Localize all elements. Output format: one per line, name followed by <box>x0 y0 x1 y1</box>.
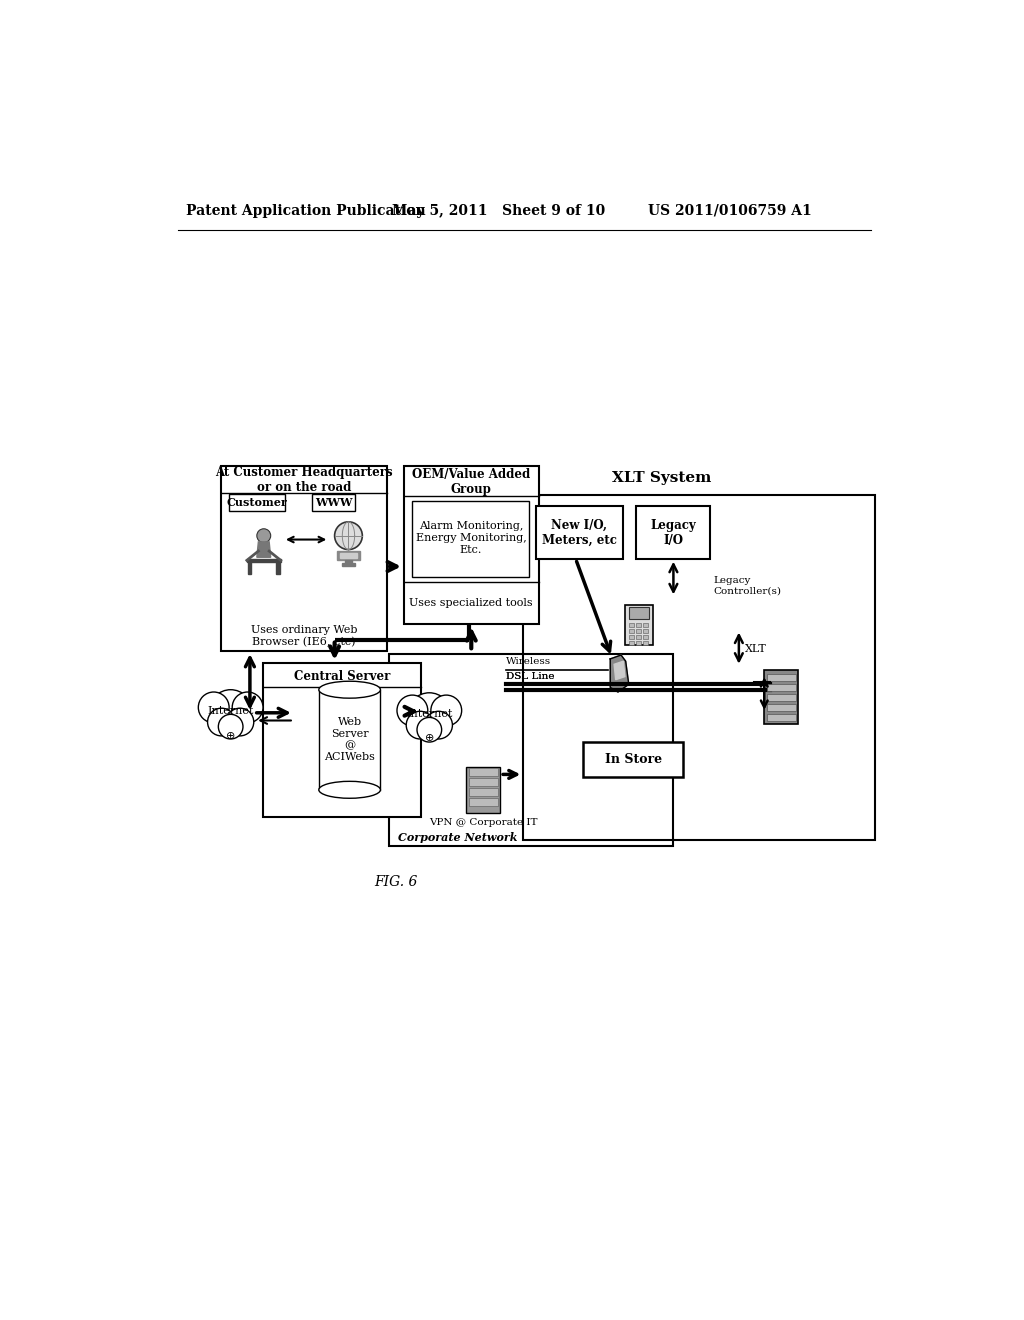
Circle shape <box>335 521 362 549</box>
FancyBboxPatch shape <box>643 642 648 645</box>
Text: Legacy
I/O: Legacy I/O <box>650 519 696 546</box>
Polygon shape <box>345 561 351 564</box>
Polygon shape <box>342 564 355 566</box>
FancyBboxPatch shape <box>764 671 798 725</box>
FancyBboxPatch shape <box>221 466 387 651</box>
Polygon shape <box>247 558 281 562</box>
FancyBboxPatch shape <box>767 673 796 681</box>
FancyBboxPatch shape <box>413 502 529 577</box>
Text: Internet: Internet <box>407 709 453 719</box>
Text: Wireless: Wireless <box>506 657 552 665</box>
Polygon shape <box>257 543 270 557</box>
FancyBboxPatch shape <box>767 693 796 701</box>
Polygon shape <box>337 552 360 561</box>
Polygon shape <box>610 655 629 692</box>
Text: VPN @ Corporate IT: VPN @ Corporate IT <box>429 817 538 826</box>
FancyBboxPatch shape <box>767 714 796 721</box>
FancyBboxPatch shape <box>643 623 648 627</box>
Text: DSL Line: DSL Line <box>506 672 555 681</box>
Polygon shape <box>318 689 381 789</box>
Text: XLT: XLT <box>745 644 767 653</box>
Text: ⊕: ⊕ <box>425 733 434 743</box>
Text: Uses ordinary Web
Browser (IE6, etc): Uses ordinary Web Browser (IE6, etc) <box>251 624 357 647</box>
Text: Uses specialized tools: Uses specialized tools <box>410 598 534 609</box>
Text: OEM/Value Added
Group: OEM/Value Added Group <box>412 467 530 496</box>
FancyBboxPatch shape <box>643 635 648 639</box>
Text: New I/O,
Meters, etc: New I/O, Meters, etc <box>542 519 616 546</box>
Text: US 2011/0106759 A1: US 2011/0106759 A1 <box>648 203 812 218</box>
FancyBboxPatch shape <box>636 623 641 627</box>
Circle shape <box>417 718 441 742</box>
Polygon shape <box>276 562 280 574</box>
Text: May 5, 2011   Sheet 9 of 10: May 5, 2011 Sheet 9 of 10 <box>392 203 605 218</box>
FancyBboxPatch shape <box>469 768 498 776</box>
Circle shape <box>232 692 263 723</box>
FancyBboxPatch shape <box>312 494 355 511</box>
Circle shape <box>431 696 462 726</box>
FancyBboxPatch shape <box>643 628 648 632</box>
Text: FIG. 6: FIG. 6 <box>375 875 418 890</box>
FancyBboxPatch shape <box>263 663 421 817</box>
Text: XLT System: XLT System <box>612 471 712 484</box>
Text: Central Server: Central Server <box>294 671 390 684</box>
Text: DSL Line: DSL Line <box>506 672 555 681</box>
Polygon shape <box>340 553 357 558</box>
Text: Alarm Monitoring,
Energy Monitoring,
Etc.: Alarm Monitoring, Energy Monitoring, Etc… <box>416 521 526 554</box>
Circle shape <box>199 692 229 723</box>
FancyBboxPatch shape <box>636 628 641 632</box>
Circle shape <box>218 714 243 739</box>
Circle shape <box>208 708 236 737</box>
Text: ⊕: ⊕ <box>226 731 236 741</box>
Text: Internet: Internet <box>208 706 254 717</box>
Circle shape <box>425 711 453 739</box>
Text: Corporate Network: Corporate Network <box>398 832 517 843</box>
Text: Patent Application Publication: Patent Application Publication <box>186 203 426 218</box>
FancyBboxPatch shape <box>636 635 641 639</box>
Text: Customer: Customer <box>226 498 287 508</box>
Ellipse shape <box>318 781 381 799</box>
FancyBboxPatch shape <box>767 684 796 692</box>
Text: Web
Server
@
ACIWebs: Web Server @ ACIWebs <box>325 717 375 762</box>
Text: At Customer Headquarters
or on the road: At Customer Headquarters or on the road <box>215 466 393 494</box>
Circle shape <box>257 529 270 543</box>
Circle shape <box>397 696 428 726</box>
FancyBboxPatch shape <box>469 779 498 785</box>
Circle shape <box>209 689 252 733</box>
FancyBboxPatch shape <box>767 704 796 711</box>
FancyBboxPatch shape <box>523 495 876 840</box>
FancyBboxPatch shape <box>584 742 683 776</box>
Polygon shape <box>614 661 625 680</box>
FancyBboxPatch shape <box>469 799 498 807</box>
FancyBboxPatch shape <box>466 767 500 813</box>
FancyBboxPatch shape <box>629 635 634 639</box>
Text: In Store: In Store <box>605 752 662 766</box>
FancyBboxPatch shape <box>636 642 641 645</box>
Ellipse shape <box>318 681 381 698</box>
Text: Legacy
Controller(s): Legacy Controller(s) <box>714 576 781 595</box>
FancyBboxPatch shape <box>629 628 634 632</box>
FancyBboxPatch shape <box>537 507 623 558</box>
FancyBboxPatch shape <box>629 623 634 627</box>
FancyBboxPatch shape <box>629 607 649 619</box>
Circle shape <box>407 711 434 739</box>
FancyBboxPatch shape <box>229 494 285 511</box>
FancyBboxPatch shape <box>625 605 652 645</box>
FancyBboxPatch shape <box>403 466 539 624</box>
FancyBboxPatch shape <box>629 642 634 645</box>
Circle shape <box>226 708 254 737</box>
FancyBboxPatch shape <box>469 788 498 796</box>
Text: WWW: WWW <box>315 498 352 508</box>
Circle shape <box>408 693 451 737</box>
Polygon shape <box>248 562 252 574</box>
FancyBboxPatch shape <box>637 507 711 558</box>
